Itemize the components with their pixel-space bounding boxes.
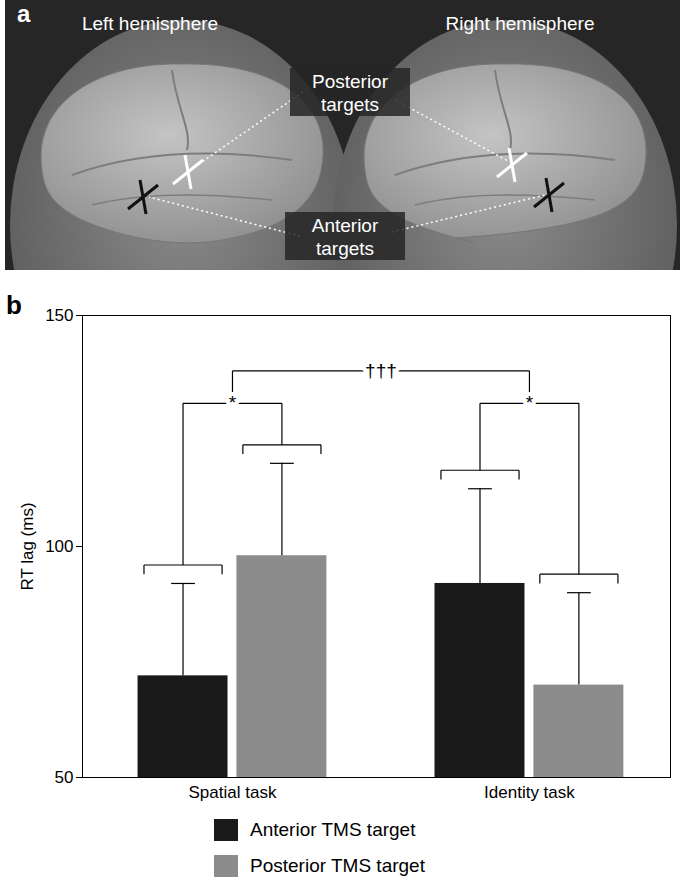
svg-text:50: 50	[55, 768, 74, 787]
svg-text:a: a	[17, 0, 31, 27]
svg-text:Right hemisphere: Right hemisphere	[446, 13, 595, 34]
svg-text:150: 150	[45, 306, 73, 325]
svg-text:*: *	[229, 392, 237, 413]
svg-text:Posterior: Posterior	[312, 71, 389, 92]
html-text:Posterior TMS target: Posterior TMS target	[250, 855, 425, 876]
svg-text:targets: targets	[316, 238, 374, 259]
svg-text:RT lag (ms): RT lag (ms)	[18, 502, 37, 590]
svg-text:Left hemisphere: Left hemisphere	[82, 13, 218, 34]
svg-text:Anterior: Anterior	[312, 215, 379, 236]
svg-text:†††: †††	[365, 360, 397, 381]
svg-text:100: 100	[45, 537, 73, 556]
svg-text:*: *	[526, 392, 534, 413]
svg-text:Identity task: Identity task	[484, 783, 575, 802]
html-text:Anterior TMS target: Anterior TMS target	[250, 819, 416, 840]
svg-text:Spatial task: Spatial task	[189, 783, 277, 802]
html-text:b: b	[6, 290, 22, 320]
svg-text:targets: targets	[321, 94, 379, 115]
